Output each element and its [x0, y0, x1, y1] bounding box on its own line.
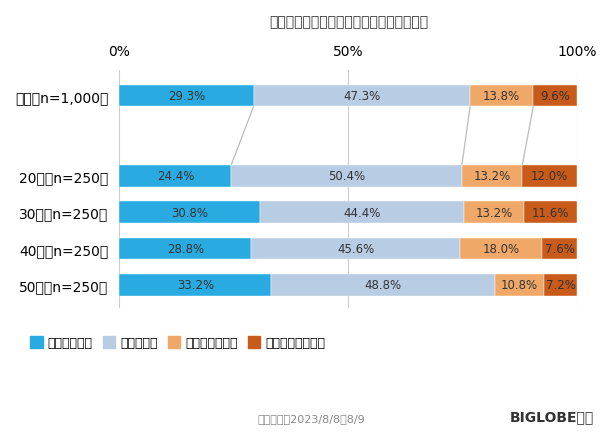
- Text: 44.4%: 44.4%: [343, 206, 381, 219]
- Text: 13.8%: 13.8%: [483, 90, 520, 103]
- Bar: [542, 238, 577, 260]
- Bar: [272, 274, 495, 296]
- Text: 13.2%: 13.2%: [474, 170, 511, 183]
- Text: BIGLOBE調べ: BIGLOBE調べ: [509, 409, 594, 423]
- Legend: とても感じる, やや感じる, あまり感じない, まったく感じない: とても感じる, やや感じる, あまり感じない, まったく感じない: [25, 332, 330, 355]
- Text: 12.0%: 12.0%: [531, 170, 569, 183]
- Bar: [544, 274, 577, 296]
- Text: 50.4%: 50.4%: [328, 170, 365, 183]
- Text: 29.3%: 29.3%: [168, 90, 205, 103]
- Text: 28.8%: 28.8%: [167, 242, 204, 255]
- Text: 30.8%: 30.8%: [171, 206, 209, 219]
- Title: 国内旅行の費用が高くなっていると感じる: 国内旅行の費用が高くなっていると感じる: [269, 15, 428, 29]
- Bar: [119, 202, 261, 224]
- Bar: [533, 85, 577, 107]
- Bar: [261, 202, 464, 224]
- Text: 7.6%: 7.6%: [545, 242, 575, 255]
- Text: 11.6%: 11.6%: [532, 206, 569, 219]
- Text: 18.0%: 18.0%: [483, 242, 520, 255]
- Bar: [231, 166, 462, 187]
- Text: 13.2%: 13.2%: [476, 206, 513, 219]
- Bar: [119, 166, 231, 187]
- Text: 33.2%: 33.2%: [177, 279, 214, 292]
- Text: 10.8%: 10.8%: [501, 279, 538, 292]
- Bar: [464, 202, 524, 224]
- Bar: [119, 238, 252, 260]
- Text: 調査期間：2023/8/8〜8/9: 調査期間：2023/8/8〜8/9: [257, 413, 365, 423]
- Text: 47.3%: 47.3%: [343, 90, 381, 103]
- Text: 45.6%: 45.6%: [337, 242, 375, 255]
- Text: 7.2%: 7.2%: [546, 279, 576, 292]
- Bar: [522, 166, 577, 187]
- Text: 24.4%: 24.4%: [157, 170, 194, 183]
- Text: 48.8%: 48.8%: [365, 279, 401, 292]
- Bar: [119, 85, 253, 107]
- Bar: [524, 202, 577, 224]
- Bar: [460, 238, 542, 260]
- Text: 9.6%: 9.6%: [540, 90, 570, 103]
- Bar: [462, 166, 522, 187]
- Bar: [495, 274, 544, 296]
- Bar: [252, 238, 460, 260]
- Bar: [253, 85, 470, 107]
- Bar: [119, 274, 272, 296]
- Bar: [470, 85, 533, 107]
